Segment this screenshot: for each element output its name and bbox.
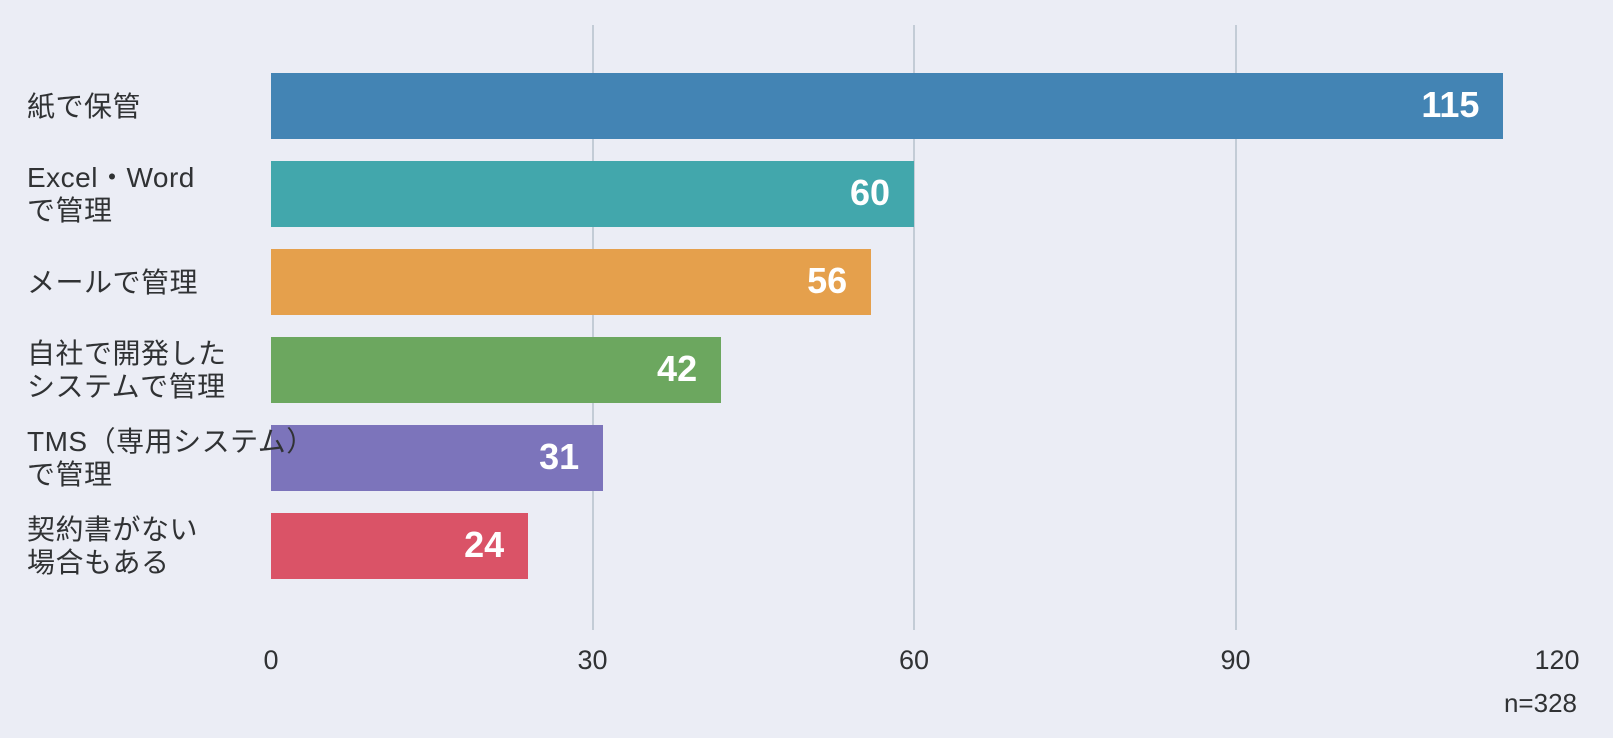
bar: 42 bbox=[271, 337, 722, 403]
x-axis-tick-label: 60 bbox=[898, 645, 930, 675]
bar: 115 bbox=[271, 73, 1504, 139]
gridline bbox=[591, 25, 594, 630]
category-label: メールで管理 bbox=[27, 266, 199, 298]
bar: 24 bbox=[271, 513, 529, 579]
x-axis-tick-label: 0 bbox=[263, 645, 279, 675]
sample-size-label: n=328 bbox=[1503, 688, 1577, 718]
x-axis-tick-label: 30 bbox=[577, 645, 608, 675]
bar: 60 bbox=[271, 161, 914, 227]
category-label: 契約書がない 場合もある bbox=[27, 514, 199, 578]
value-label: 56 bbox=[807, 260, 848, 301]
value-label: 115 bbox=[1421, 84, 1480, 125]
category-label: TMS（専用システム） で管理 bbox=[27, 426, 315, 490]
x-axis-tick-label: 120 bbox=[1534, 645, 1580, 675]
value-label: 24 bbox=[464, 524, 505, 565]
category-label: 紙で保管 bbox=[27, 90, 142, 122]
bar: 31 bbox=[271, 425, 604, 491]
gridline bbox=[913, 25, 915, 630]
value-label: 60 bbox=[849, 172, 890, 213]
category-label: Excel・Word で管理 bbox=[27, 162, 195, 226]
value-label: 31 bbox=[539, 436, 580, 477]
bar: 56 bbox=[271, 249, 872, 315]
x-axis-tick-label: 90 bbox=[1220, 645, 1251, 675]
category-label: 自社で開発した システムで管理 bbox=[27, 338, 227, 402]
value-label: 42 bbox=[657, 348, 698, 389]
gridline bbox=[1234, 25, 1237, 630]
